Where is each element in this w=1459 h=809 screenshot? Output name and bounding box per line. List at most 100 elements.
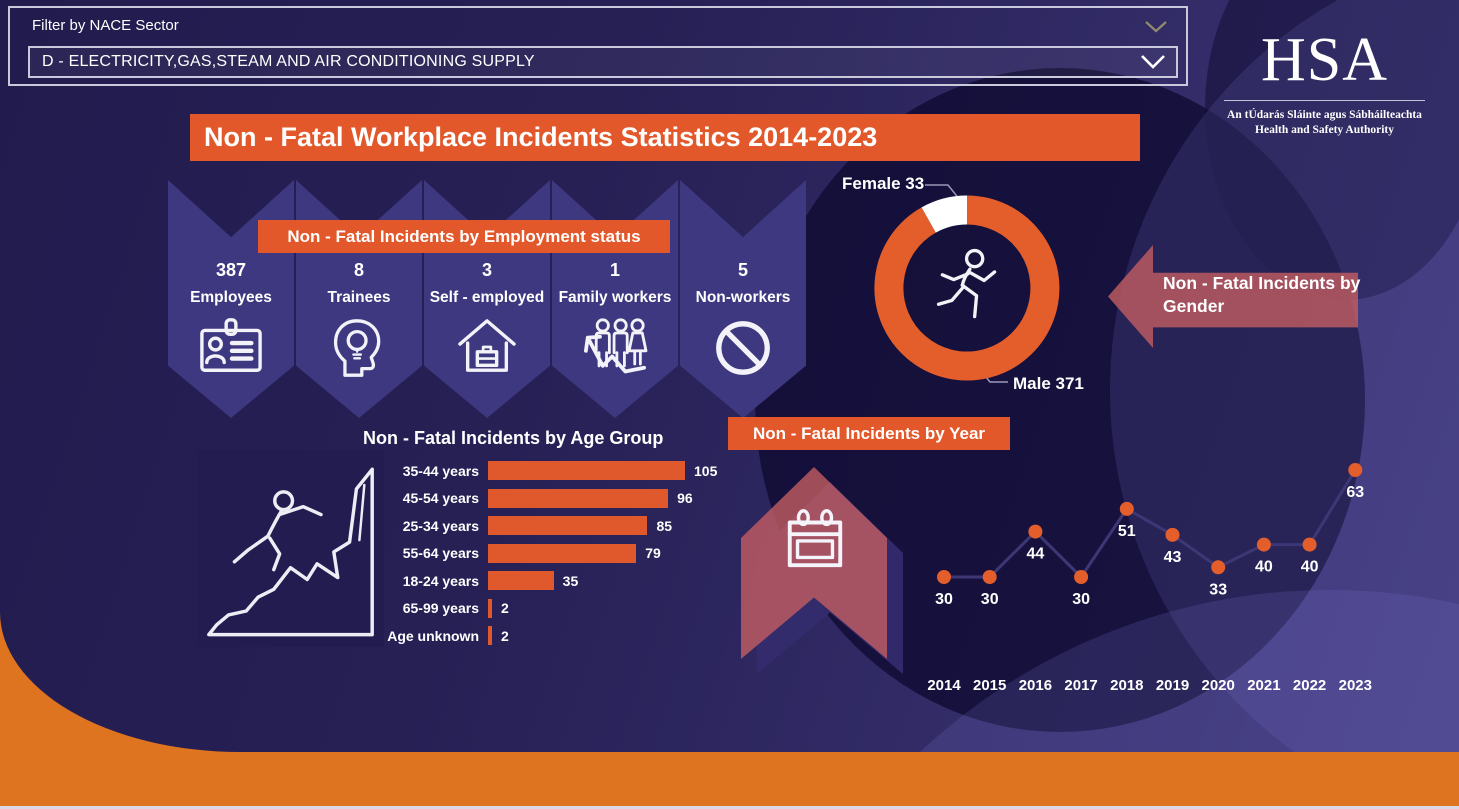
donut-slice-female[interactable] <box>921 195 968 233</box>
year-data-point[interactable] <box>1119 501 1134 516</box>
age-bar[interactable] <box>488 488 669 508</box>
year-data-point[interactable] <box>982 570 997 584</box>
age-value-label: 2 <box>501 627 509 644</box>
dropdown-chevron-icon[interactable] <box>1140 54 1166 71</box>
year-value-label: 30 <box>935 591 953 608</box>
year-axis-label: 2016 <box>1019 677 1052 694</box>
year-axis-label: 2017 <box>1064 677 1097 694</box>
year-value-label: 44 <box>1027 546 1045 563</box>
year-axis-label: 2014 <box>927 677 961 694</box>
age-bar[interactable] <box>488 598 492 618</box>
age-row: 45-54 years 96 <box>378 485 717 513</box>
dashboard-panel: Filter by NACE Sector D - ELECTRICITY,GA… <box>0 0 1459 752</box>
dark-ellipse-logo <box>1205 0 1459 300</box>
employment-category-label: Family workers <box>558 289 672 306</box>
nace-sector-dropdown[interactable]: D - ELECTRICITY,GAS,STEAM AND AIR CONDIT… <box>28 46 1178 78</box>
family-arrow-icon <box>584 318 648 374</box>
age-bar[interactable] <box>488 626 492 646</box>
employment-category-label: Employees <box>190 289 272 306</box>
age-category-label: 55-64 years <box>402 545 479 562</box>
climber-icon <box>207 467 374 637</box>
year-axis-label: 2023 <box>1339 677 1372 694</box>
age-bar-chart: 35-44 years 105 45-54 years 96 25-34 years 85… <box>378 457 717 650</box>
hsa-logo-acronym: HSA <box>1260 26 1389 94</box>
year-data-point[interactable] <box>1211 560 1226 575</box>
year-axis-label: 2015 <box>973 677 1006 694</box>
light-circle-bottom <box>920 590 1459 752</box>
age-value-label: 35 <box>562 572 579 589</box>
age-bar[interactable] <box>488 571 554 591</box>
age-category-label: Age unknown <box>387 627 479 644</box>
slicer-collapse-chevron-icon[interactable] <box>1144 20 1168 34</box>
year-data-point[interactable] <box>937 570 951 584</box>
employment-value: 1 <box>609 260 620 280</box>
slicer-label: Filter by NACE Sector <box>32 17 179 34</box>
year-data-point[interactable] <box>1348 463 1363 477</box>
gender-donut-chart[interactable] <box>830 168 1110 413</box>
employment-value: 3 <box>481 260 492 280</box>
age-category-label: 65-99 years <box>402 600 479 617</box>
year-axis-label: 2022 <box>1293 677 1326 694</box>
age-value-label: 85 <box>656 517 673 534</box>
female-leader-line <box>925 184 961 201</box>
donut-slice-male[interactable] <box>874 195 1060 381</box>
year-value-label: 33 <box>1209 581 1227 598</box>
employment-pennant[interactable]: 1 Family workers <box>552 180 678 418</box>
year-value-label: 43 <box>1164 549 1182 566</box>
year-data-point[interactable] <box>1256 537 1271 552</box>
year-line-chart[interactable]: 30 2014 30 2015 44 2016 30 2017 51 2018 43 2019 33 20… <box>918 452 1383 702</box>
logo-divider <box>1224 100 1425 101</box>
employment-category-label: Non-workers <box>695 289 791 306</box>
year-value-label: 40 <box>1255 559 1273 576</box>
running-person-icon <box>936 248 997 319</box>
page-title: Non - Fatal Workplace Incidents Statisti… <box>190 114 1140 161</box>
age-category-label: 18-24 years <box>402 572 479 589</box>
age-bar[interactable] <box>488 461 685 481</box>
year-axis-label: 2018 <box>1110 677 1143 694</box>
gender-section-title: Non - Fatal Incidents by Gender <box>1163 273 1361 316</box>
year-axis-label: 2019 <box>1156 677 1189 694</box>
male-callout-label: Male 371 <box>1013 374 1084 393</box>
age-row: 25-34 years 85 <box>378 512 717 540</box>
nace-sector-slicer: Filter by NACE Sector D - ELECTRICITY,GA… <box>8 6 1188 86</box>
year-data-point[interactable] <box>1165 527 1180 542</box>
logo-irish-name: An tÚdarás Sláinte agus Sábháilteachta <box>1227 109 1422 121</box>
year-data-point[interactable] <box>1302 537 1317 552</box>
employment-value: 5 <box>737 260 748 280</box>
window-bottom-strip <box>0 806 1459 809</box>
employment-pennant[interactable]: 387 Employees <box>168 180 294 418</box>
no-entry-icon <box>716 321 770 375</box>
age-category-label: 25-34 years <box>402 517 479 534</box>
head-lightbulb-icon <box>333 319 381 377</box>
logo-english-name: Health and Safety Authority <box>1255 124 1394 136</box>
age-category-label: 45-54 years <box>402 490 479 507</box>
female-callout-label: Female 33 <box>842 174 925 193</box>
year-data-point[interactable] <box>1074 570 1089 584</box>
age-row: 35-44 years 105 <box>378 457 717 485</box>
year-line <box>944 469 1357 580</box>
year-value-label: 51 <box>1118 523 1136 540</box>
employment-pennant[interactable]: 5 Non-workers <box>680 180 806 418</box>
age-section-title: Non - Fatal Incidents by Age Group <box>363 428 664 448</box>
employment-category-label: Trainees <box>327 289 391 306</box>
light-circle-right <box>1110 0 1459 752</box>
age-category-label: 35-44 years <box>402 462 479 479</box>
hsa-logo: HSA An tÚdarás Sláinte agus Sábháilteach… <box>1222 28 1427 138</box>
employment-pennant-row: 387 Employees 8 Trainees 3 Self - employed … <box>168 180 806 418</box>
employment-value: 387 <box>215 260 247 280</box>
employment-category-label: Self - employed <box>429 289 545 306</box>
age-value-label: 96 <box>677 490 693 507</box>
age-bar[interactable] <box>488 516 648 536</box>
year-data-point[interactable] <box>1028 524 1043 539</box>
year-value-label: 30 <box>981 591 999 608</box>
age-value-label: 105 <box>694 462 718 479</box>
age-value-label: 2 <box>501 600 509 617</box>
id-badge-icon <box>200 318 262 372</box>
age-bar[interactable] <box>488 543 637 563</box>
employment-pennant[interactable]: 8 Trainees <box>296 180 422 418</box>
age-value-label: 79 <box>645 545 661 562</box>
nace-sector-selected-value: D - ELECTRICITY,GAS,STEAM AND AIR CONDIT… <box>42 53 535 70</box>
year-section-title: Non - Fatal Incidents by Year <box>728 417 1010 450</box>
employment-pennant[interactable]: 3 Self - employed <box>424 180 550 418</box>
home-briefcase-icon <box>458 319 516 372</box>
